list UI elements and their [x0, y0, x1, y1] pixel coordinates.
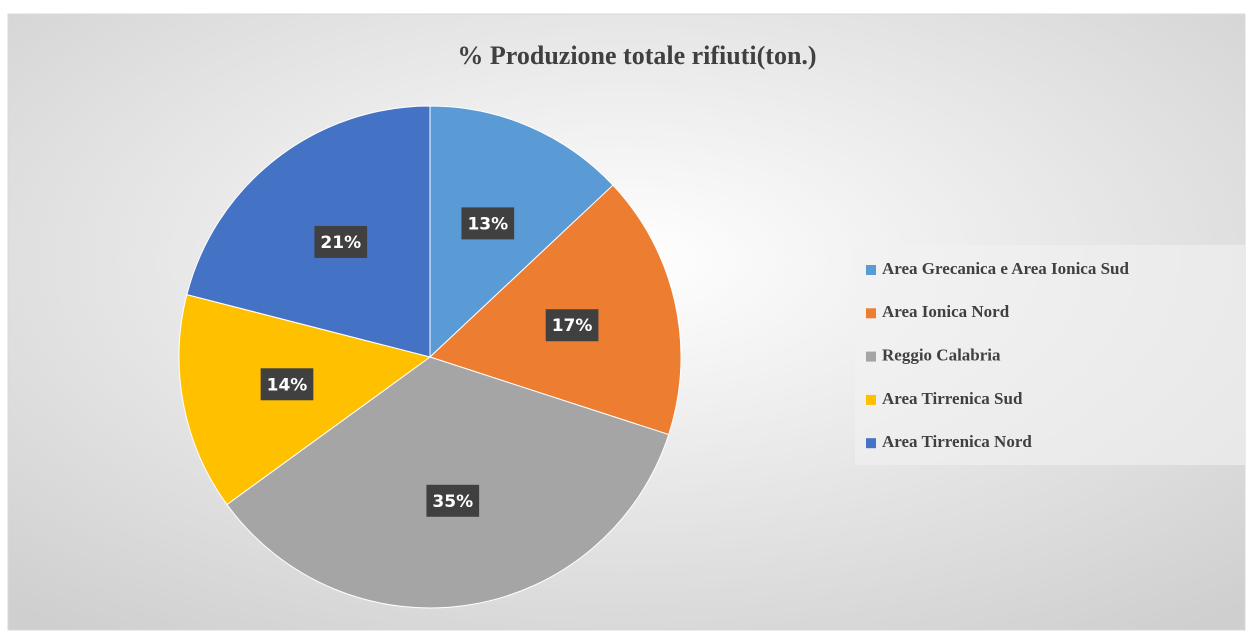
legend-swatch [866, 438, 876, 449]
legend-swatch [866, 265, 876, 275]
legend-swatch [866, 308, 876, 319]
pie-slice [226, 356, 670, 609]
data-label: 13% [467, 214, 508, 234]
legend-swatch [866, 351, 876, 362]
legend-label: Area Ionica Nord [882, 302, 1010, 321]
data-label-box [260, 368, 314, 401]
data-label-box [426, 484, 480, 517]
pie-slice [429, 105, 614, 359]
legend [855, 245, 1245, 465]
data-label-box [461, 207, 515, 240]
data-label-box [545, 309, 599, 342]
chart-title: % Produzione totale rifiuti(ton.) [457, 41, 816, 70]
legend-label: Area Tirrenica Sud [882, 389, 1023, 408]
legend-label: Area Tirrenica Nord [882, 432, 1032, 451]
data-label: 17% [552, 316, 593, 336]
data-label: 14% [267, 375, 308, 395]
pie-slice [186, 105, 431, 358]
legend-swatch [866, 394, 876, 405]
data-label-box [314, 225, 368, 258]
legend-label: Reggio Calabria [882, 346, 1001, 365]
legend-label: Area Grecanica e Area Ionica Sud [882, 259, 1130, 278]
data-label: 21% [320, 233, 361, 253]
data-label: 35% [432, 492, 473, 512]
